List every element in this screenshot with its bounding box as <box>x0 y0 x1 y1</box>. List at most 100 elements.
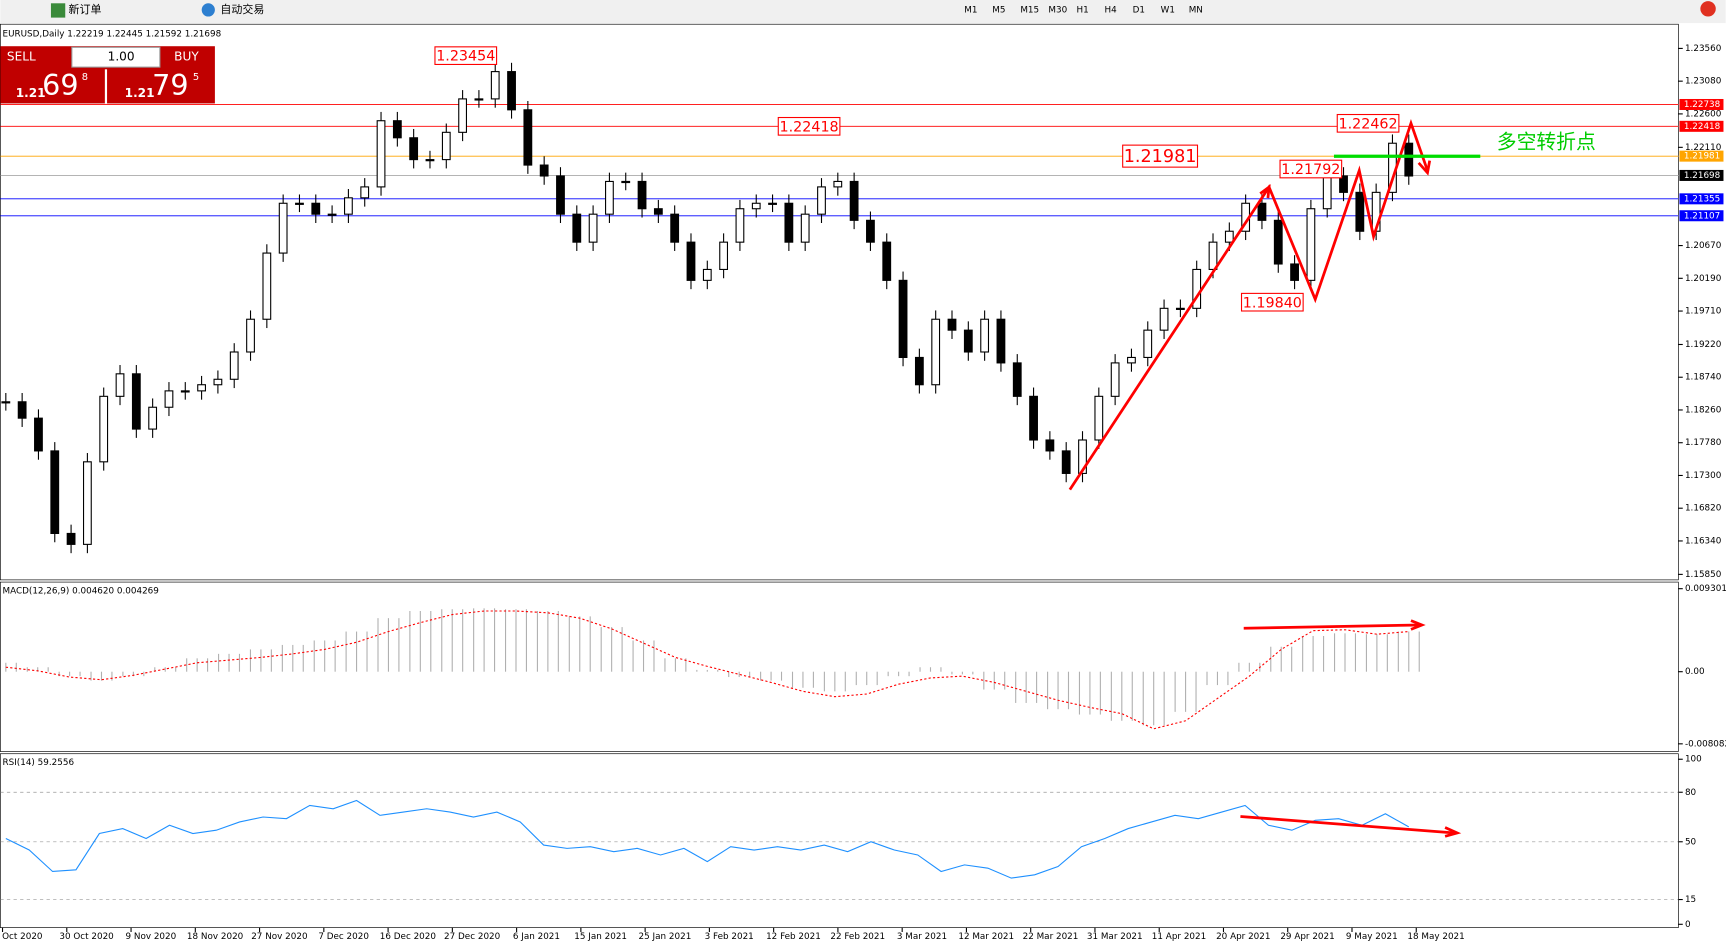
level-label: 1.21981 <box>1684 152 1720 162</box>
x-tick-label: 9 Nov 2020 <box>125 932 176 942</box>
new-order-button[interactable]: 新订单 <box>69 2 102 16</box>
sell-button[interactable]: SELL <box>7 50 36 64</box>
candle <box>1061 450 1071 474</box>
y-tick-label: 1.20190 <box>1685 274 1722 284</box>
x-tick-label: 11 Apr 2021 <box>1152 932 1206 942</box>
candle <box>1224 230 1234 243</box>
candle <box>1290 263 1299 281</box>
y-tick-label: 1.19710 <box>1685 307 1722 317</box>
auto-trading-button[interactable]: 自动交易 <box>220 2 264 16</box>
timeframe-button[interactable]: M15 <box>1020 5 1039 15</box>
x-tick-label: 20 Apr 2021 <box>1216 932 1270 942</box>
candle <box>115 373 125 397</box>
timeframe-button[interactable]: M5 <box>992 5 1005 15</box>
candle <box>1404 142 1414 177</box>
candle <box>719 241 729 270</box>
x-tick-label: 27 Dec 2020 <box>444 932 501 942</box>
candle <box>882 241 892 281</box>
candle <box>99 395 109 463</box>
timeframe-button[interactable]: M30 <box>1048 5 1067 15</box>
annotation-label: 1.22418 <box>780 119 839 135</box>
candle <box>311 202 321 215</box>
y-tick-label: 0.009301 <box>1685 584 1726 594</box>
candle <box>833 180 843 188</box>
candle <box>1208 241 1218 270</box>
x-tick-label: 31 Mar 2021 <box>1087 932 1143 942</box>
timeframe-button[interactable]: H1 <box>1076 5 1088 15</box>
timeframe-button[interactable]: W1 <box>1161 5 1175 15</box>
y-tick-label: 1.23560 <box>1685 44 1722 54</box>
candle <box>229 351 239 380</box>
lots-input[interactable]: 1.00 <box>108 50 135 64</box>
candle <box>295 202 304 205</box>
x-tick-label: 3 Feb 2021 <box>705 932 754 942</box>
sell-price-digits: 69 <box>42 68 78 102</box>
candle <box>197 384 206 392</box>
x-tick-label: 12 Mar 2021 <box>958 932 1014 942</box>
level-label: 1.22418 <box>1684 122 1720 132</box>
x-tick-label: 3 Mar 2021 <box>897 932 947 942</box>
candle <box>148 406 158 430</box>
timeframe-button[interactable]: D1 <box>1133 5 1145 15</box>
level-tag <box>1679 150 1724 162</box>
buy-price-digits: 79 <box>152 68 188 102</box>
x-tick-label: 12 Feb 2021 <box>766 932 821 942</box>
annotation-box <box>1122 144 1199 168</box>
auto-trading-icon[interactable] <box>201 3 215 17</box>
candle <box>653 208 663 215</box>
annotation-label: 1.21981 <box>1124 147 1197 167</box>
candle <box>1257 202 1267 221</box>
y-tick-label: 80 <box>1685 788 1697 798</box>
buy-price-pip: 5 <box>193 72 199 83</box>
annotation-label: 1.21792 <box>1281 162 1340 178</box>
rsi-line <box>5 799 1410 879</box>
candle <box>1306 208 1316 281</box>
main-panel <box>0 23 1679 581</box>
candle <box>768 202 777 205</box>
candle <box>1029 395 1038 441</box>
x-tick-label: 18 Nov 2020 <box>187 932 244 942</box>
rsi-panel <box>0 753 1679 928</box>
candle <box>735 208 745 243</box>
trade-panel: SELL BUY 1.00 1.21 69 8 1.21 79 5 <box>0 46 215 104</box>
annotation-box <box>777 116 841 136</box>
timeframe-button[interactable]: MN <box>1189 5 1203 15</box>
y-tick-label: 0.00 <box>1685 667 1705 677</box>
buy-button[interactable]: BUY <box>174 50 199 64</box>
macd-label: MACD(12,26,9) 0.004620 0.004269 <box>3 586 159 596</box>
candle <box>1045 439 1055 452</box>
drawn-arrows <box>1068 118 1462 838</box>
x-tick-label: 7 Dec 2020 <box>318 932 369 942</box>
buy-price-big: 1.21 <box>125 86 155 100</box>
timeframe-button[interactable]: H4 <box>1105 5 1118 15</box>
candle <box>507 71 516 111</box>
level-tag <box>1679 193 1724 205</box>
rsi-label: RSI(14) 59.2556 <box>3 758 75 768</box>
annotation-label: 1.19840 <box>1243 295 1302 311</box>
candle <box>1127 356 1136 364</box>
level-tag <box>1679 98 1724 110</box>
annotation-box <box>1279 159 1343 179</box>
candle <box>441 131 451 161</box>
candle <box>376 120 386 188</box>
sell-price-big: 1.21 <box>16 86 46 100</box>
timeframe-bar: M1 M5 M15 M30 H1 H4 D1 W1 MN <box>964 5 1203 15</box>
chart-header: EURUSD,Daily 1.22219 1.22445 1.21592 1.2… <box>3 30 222 40</box>
candle <box>262 252 272 320</box>
candle <box>572 213 582 243</box>
candle <box>1175 307 1185 310</box>
x-tick-label: 15 Jan 2021 <box>574 932 627 942</box>
new-order-icon[interactable] <box>50 3 66 18</box>
y-tick-label: 15 <box>1685 895 1696 905</box>
y-tick-label: 100 <box>1685 755 1702 765</box>
candle <box>278 202 288 254</box>
candle <box>931 318 941 386</box>
annotation-box <box>1336 113 1400 133</box>
candle <box>866 219 875 243</box>
candle <box>246 318 255 353</box>
notification[interactable] <box>1700 1 1716 17</box>
timeframe-button[interactable]: M1 <box>964 5 977 15</box>
candle <box>164 390 174 408</box>
candle <box>963 329 973 353</box>
